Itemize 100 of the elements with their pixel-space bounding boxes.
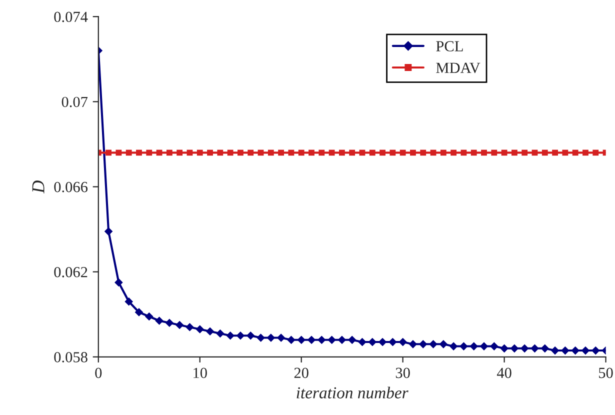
point [238, 150, 244, 156]
point [308, 336, 316, 344]
point [136, 150, 142, 156]
point [126, 150, 132, 156]
point [582, 150, 588, 156]
point [278, 150, 284, 156]
point [358, 338, 366, 346]
x-axis-title: iteration number [296, 386, 408, 398]
point [369, 150, 376, 156]
x-tick-label: 0 [95, 368, 102, 378]
point [592, 150, 599, 156]
point [450, 342, 458, 350]
x-tick-label: 50 [599, 368, 613, 378]
x-tick-label: 30 [396, 368, 410, 378]
point [368, 338, 376, 346]
point [501, 150, 508, 156]
point [440, 150, 446, 156]
point [388, 338, 397, 346]
point [571, 346, 580, 354]
point [490, 342, 498, 350]
point [491, 150, 498, 156]
point [349, 150, 356, 156]
point [298, 150, 304, 156]
y-tick-label: 0.07 [62, 96, 88, 108]
point [196, 325, 204, 334]
point [207, 150, 213, 156]
point [480, 342, 488, 350]
x-tick-label: 40 [496, 368, 512, 378]
point [561, 346, 570, 354]
point [328, 150, 335, 156]
point [297, 336, 306, 344]
point [400, 150, 406, 156]
point [216, 330, 224, 338]
point [227, 150, 234, 156]
point [380, 150, 386, 156]
point [318, 150, 325, 156]
point [176, 321, 184, 329]
point [378, 338, 386, 346]
point [156, 150, 162, 156]
point [460, 150, 467, 156]
point [116, 150, 122, 156]
legend-label: PCL [436, 41, 463, 52]
point [551, 346, 559, 354]
point [592, 346, 600, 354]
point [135, 308, 143, 316]
point [155, 316, 164, 325]
point [470, 150, 477, 156]
point [266, 334, 275, 342]
point [348, 336, 356, 344]
point [176, 150, 183, 156]
point [522, 150, 528, 156]
point [104, 227, 113, 236]
point [410, 150, 416, 156]
point [114, 278, 123, 286]
point [288, 150, 294, 156]
point [165, 318, 174, 327]
point [258, 150, 264, 156]
point [429, 340, 438, 348]
point [166, 150, 172, 156]
point [124, 298, 133, 306]
point [268, 150, 274, 156]
point [226, 332, 234, 340]
point [256, 334, 265, 342]
point [470, 342, 478, 350]
point [145, 312, 154, 320]
point [106, 150, 112, 156]
point [552, 150, 558, 156]
point [328, 336, 336, 344]
point [248, 150, 254, 156]
point [409, 340, 417, 348]
x-tick-label: 20 [294, 368, 308, 378]
point [530, 344, 539, 352]
point [460, 342, 468, 350]
point [277, 334, 286, 342]
point [430, 150, 436, 156]
point [572, 150, 578, 156]
text: 0.058 [54, 352, 88, 362]
point [196, 150, 203, 156]
point [146, 150, 152, 156]
y-axis-title: D [32, 180, 44, 194]
point [540, 344, 549, 352]
point [217, 150, 224, 156]
point [450, 150, 457, 156]
y-tick-label: 0.066 [54, 182, 88, 192]
point [420, 150, 426, 156]
point [500, 344, 508, 352]
point [439, 340, 448, 348]
point [398, 338, 407, 346]
point [338, 336, 346, 344]
point [318, 336, 326, 344]
point [542, 150, 548, 156]
point [338, 150, 345, 156]
point [186, 323, 194, 332]
point [582, 346, 590, 354]
point [206, 327, 214, 336]
point [511, 150, 518, 156]
point [562, 150, 568, 156]
point [236, 332, 244, 340]
x-tick-label: 10 [194, 368, 207, 378]
point [246, 332, 255, 340]
